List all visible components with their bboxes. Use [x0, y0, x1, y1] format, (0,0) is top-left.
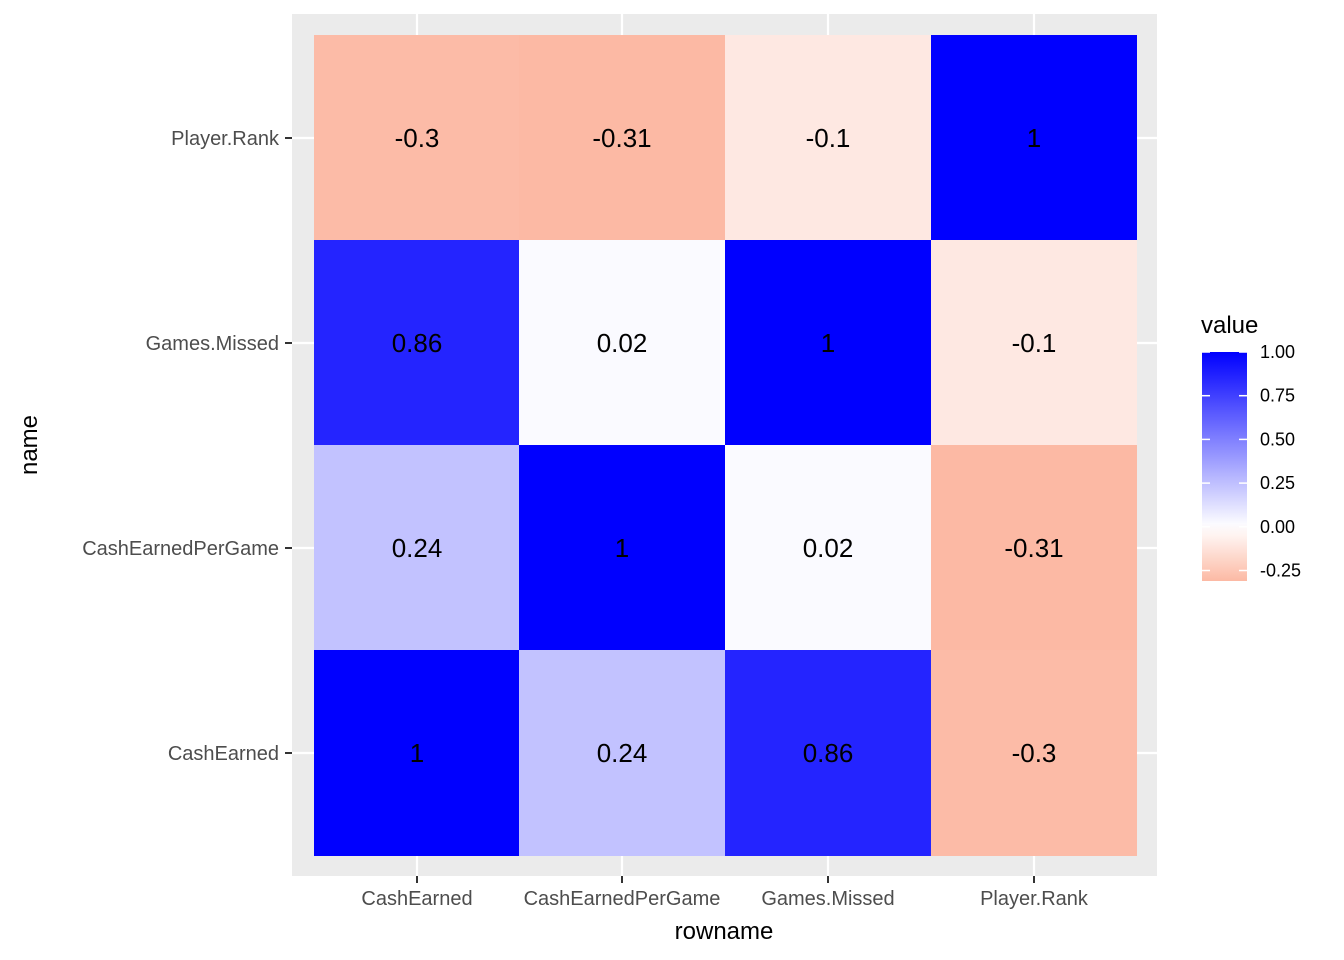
legend-tick-label: 1.00 — [1260, 342, 1295, 362]
heatmap-cell — [314, 240, 519, 445]
heatmap-cell — [725, 35, 931, 240]
cell-value-label: -0.3 — [1012, 738, 1057, 768]
cell-value-label: 0.02 — [597, 328, 648, 358]
cell-value-label: -0.1 — [806, 123, 851, 153]
heatmap-cell — [519, 445, 725, 650]
heatmap-cell — [314, 650, 519, 856]
y-tick-label: Player.Rank — [171, 128, 280, 150]
y-tick-label: CashEarned — [168, 743, 279, 765]
heatmap-cell — [725, 445, 931, 650]
legend-title: value — [1201, 312, 1258, 339]
x-axis-title: rowname — [675, 918, 774, 945]
y-tick-label: CashEarnedPerGame — [82, 538, 279, 560]
x-tick-label: CashEarnedPerGame — [524, 888, 721, 910]
heatmap-cells — [314, 35, 1137, 856]
cell-value-label: 0.86 — [803, 738, 854, 768]
cell-value-label: -0.3 — [395, 123, 440, 153]
heatmap-cell — [519, 650, 725, 856]
cell-value-label: 0.24 — [392, 533, 443, 563]
legend-tick-label: -0.25 — [1260, 561, 1301, 581]
heatmap-cell — [519, 240, 725, 445]
legend-tick-label: 0.00 — [1260, 517, 1295, 537]
cell-value-label: 0.02 — [803, 533, 854, 563]
cell-value-label: 1 — [410, 738, 424, 768]
legend-tick-label: 0.25 — [1260, 473, 1295, 493]
legend-tick-label: 0.50 — [1260, 429, 1295, 449]
heatmap-cell — [314, 35, 519, 240]
heatmap-cell — [725, 240, 931, 445]
heatmap-cell — [314, 445, 519, 650]
x-axis: CashEarned CashEarnedPerGame Games.Missed P… — [361, 876, 1089, 910]
cell-value-label: -0.31 — [592, 123, 651, 153]
cell-value-label: 0.24 — [597, 738, 648, 768]
cell-value-label: -0.31 — [1004, 533, 1063, 563]
legend: value 1.00 0.75 0.50 0.25 0.00 -0.25 — [1201, 312, 1301, 581]
x-tick-label: Player.Rank — [980, 888, 1089, 910]
heatmap-cell — [931, 240, 1137, 445]
cell-value-label: 1 — [1027, 123, 1041, 153]
heatmap-cell-labels: 1 0.24 0.86 -0.30.24 1 0.02 -0.310.86 0.02 1 -0.1… — [392, 123, 1064, 768]
x-tick-label: Games.Missed — [761, 888, 894, 910]
heatmap-cell — [931, 445, 1137, 650]
legend-tick-label: 0.75 — [1260, 386, 1295, 406]
cell-value-label: 1 — [615, 533, 629, 563]
heatmap-cell — [519, 35, 725, 240]
cell-value-label: 0.86 — [392, 328, 443, 358]
y-axis-title: name — [16, 415, 43, 475]
heatmap-cell — [931, 35, 1137, 240]
legend-colorbar — [1202, 352, 1247, 581]
y-tick-label: Games.Missed — [146, 333, 279, 355]
x-tick-label: CashEarned — [361, 888, 472, 910]
cell-value-label: 1 — [821, 328, 835, 358]
heatmap-cell — [725, 650, 931, 856]
legend-ticks: 1.00 0.75 0.50 0.25 0.00 -0.25 — [1202, 342, 1301, 581]
cell-value-label: -0.1 — [1012, 328, 1057, 358]
heatmap-cell — [931, 650, 1137, 856]
y-axis: CashEarned CashEarnedPerGame Games.Missed P… — [82, 128, 292, 765]
